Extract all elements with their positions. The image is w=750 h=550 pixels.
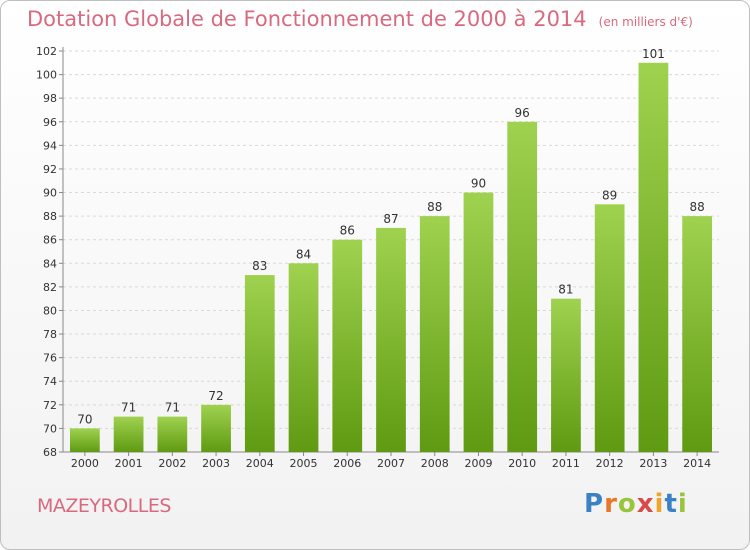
data-label: 86 — [340, 224, 355, 238]
data-label: 71 — [121, 401, 136, 415]
data-label: 70 — [77, 412, 92, 426]
bar-2014 — [682, 216, 713, 452]
bar-2006 — [332, 239, 363, 452]
y-tick-label: 98 — [43, 92, 57, 105]
data-label: 90 — [471, 177, 486, 191]
proxiti-logo: Proxiti — [584, 489, 688, 519]
data-label: 88 — [689, 200, 704, 214]
x-tick-label: 2004 — [246, 457, 274, 470]
bar-2013 — [638, 62, 669, 452]
bar-2003 — [201, 404, 231, 452]
bar-2000 — [69, 428, 100, 452]
y-tick-label: 92 — [43, 163, 57, 176]
data-label: 96 — [515, 106, 530, 120]
y-tick-label: 80 — [43, 304, 57, 317]
y-tick-label: 90 — [43, 187, 57, 200]
y-tick-label: 86 — [43, 234, 57, 247]
bar-2007 — [376, 227, 406, 452]
data-label: 87 — [383, 212, 398, 226]
chart-title: Dotation Globale de Fonctionnement de 20… — [27, 7, 693, 31]
y-tick-label: 102 — [36, 45, 57, 58]
x-tick-label: 2013 — [639, 457, 667, 470]
chart-unit-label: (en milliers d'€) — [598, 15, 693, 29]
x-tick-label: 2006 — [333, 457, 361, 470]
y-tick-label: 100 — [36, 69, 57, 82]
x-tick-label: 2001 — [115, 457, 143, 470]
bar-2011 — [551, 298, 581, 452]
data-label: 84 — [296, 247, 311, 261]
x-tick-label: 2008 — [421, 457, 449, 470]
data-label: 101 — [642, 47, 665, 61]
data-label: 89 — [602, 188, 617, 202]
x-tick-label: 2009 — [464, 457, 492, 470]
y-tick-label: 84 — [43, 257, 57, 270]
data-label: 71 — [165, 401, 180, 415]
bar-2012 — [594, 204, 625, 452]
bar-2004 — [244, 275, 275, 452]
data-label: 88 — [427, 200, 442, 214]
y-tick-label: 96 — [43, 116, 57, 129]
y-tick-label: 72 — [43, 399, 57, 412]
bar-2009 — [463, 192, 494, 452]
y-tick-label: 94 — [43, 139, 57, 152]
x-tick-label: 2007 — [377, 457, 405, 470]
y-tick-label: 78 — [43, 328, 57, 341]
y-tick-label: 82 — [43, 281, 57, 294]
y-tick-label: 68 — [43, 446, 57, 459]
y-tick-label: 70 — [43, 422, 57, 435]
bar-2005 — [288, 263, 319, 452]
y-tick-label: 74 — [43, 375, 57, 388]
x-tick-label: 2014 — [683, 457, 711, 470]
y-tick-label: 88 — [43, 210, 57, 223]
data-label: 81 — [558, 283, 573, 297]
x-tick-label: 2003 — [202, 457, 230, 470]
data-label: 72 — [208, 389, 223, 403]
x-tick-label: 2012 — [596, 457, 624, 470]
x-tick-label: 2002 — [158, 457, 186, 470]
bar-2002 — [157, 416, 188, 452]
data-label: 83 — [252, 259, 267, 273]
x-tick-label: 2010 — [508, 457, 536, 470]
x-tick-label: 2011 — [552, 457, 580, 470]
bar-2008 — [419, 216, 450, 452]
y-tick-label: 76 — [43, 352, 57, 365]
x-tick-label: 2000 — [71, 457, 99, 470]
x-tick-label: 2005 — [290, 457, 318, 470]
bar-2010 — [507, 121, 538, 452]
commune-name: MAZEYROLLES — [37, 495, 171, 517]
bar-2001 — [113, 416, 144, 452]
